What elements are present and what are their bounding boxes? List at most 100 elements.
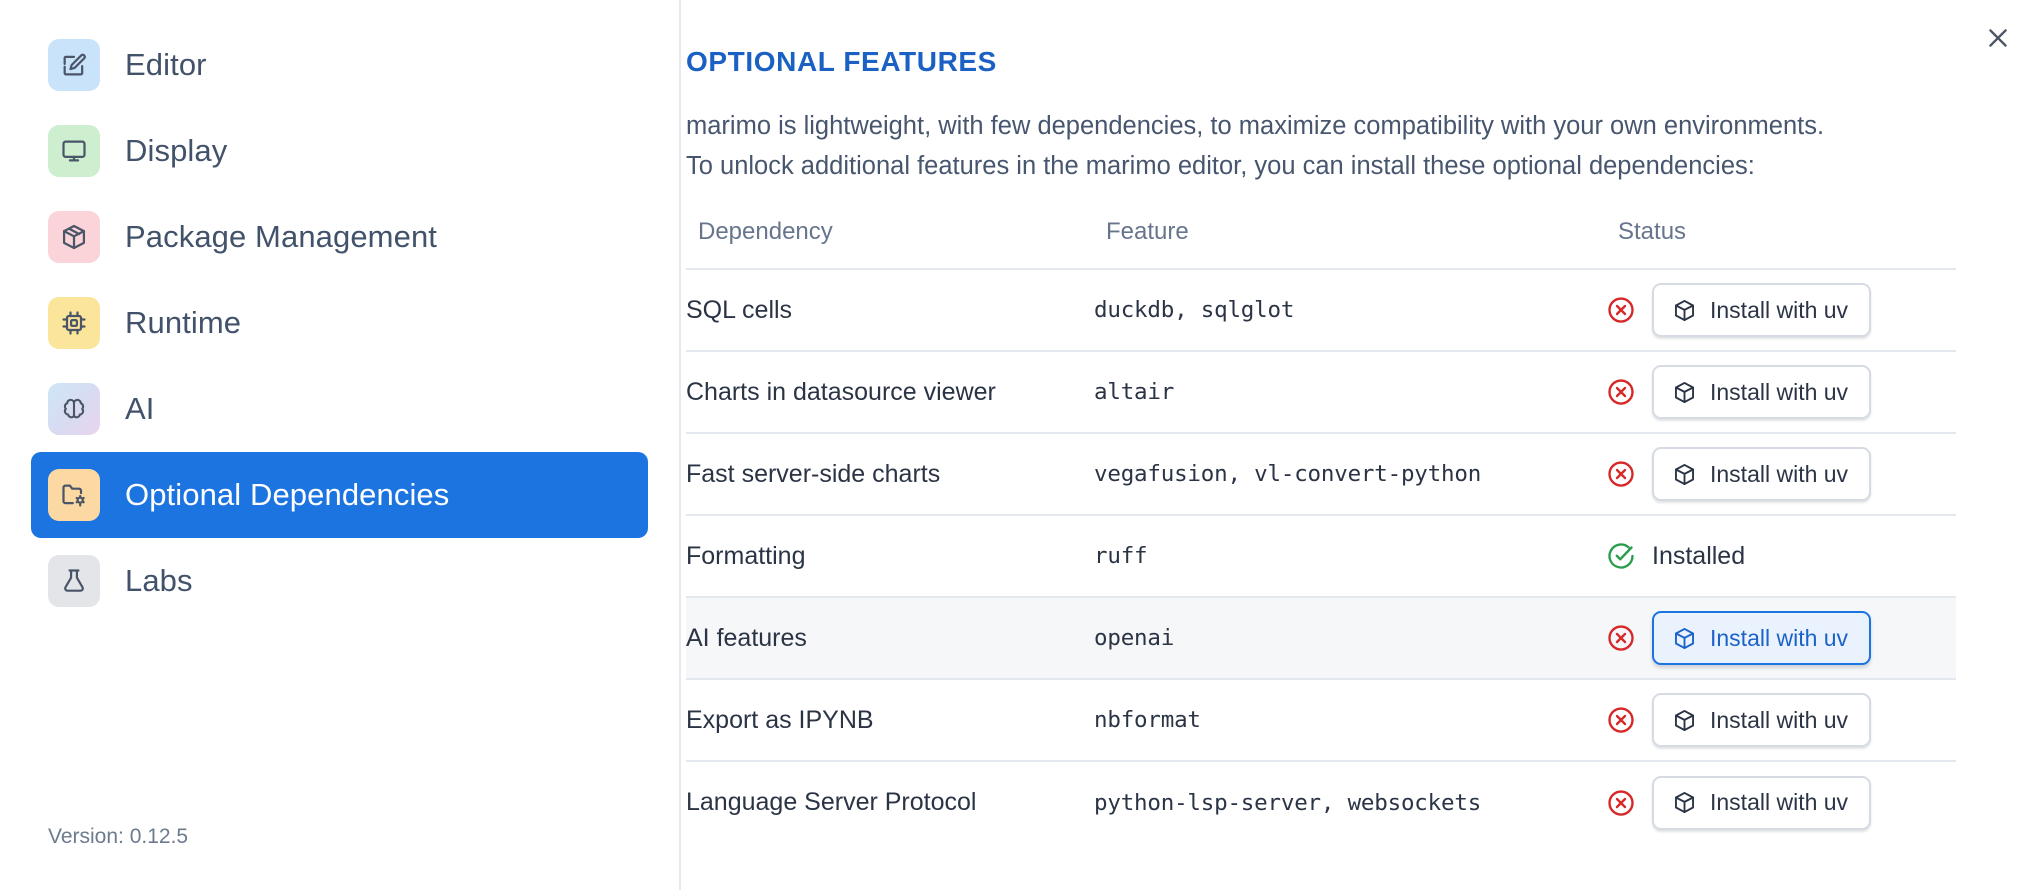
- install-with-uv-button[interactable]: Install with uv: [1652, 693, 1872, 747]
- package-icon: [48, 211, 100, 263]
- cell-status: Install with uv: [1606, 351, 1956, 434]
- settings-nav: Editor Display Package Management Runtime AI…: [0, 22, 679, 624]
- status-group: Install with uv: [1606, 775, 1956, 830]
- sidebar-item-label: Package Management: [125, 219, 437, 254]
- install-with-uv-button[interactable]: Install with uv: [1652, 611, 1872, 665]
- column-header-status: Status: [1606, 218, 1956, 270]
- page-description: marimo is lightweight, with few dependen…: [686, 106, 1976, 186]
- package-box-icon: [1672, 790, 1697, 815]
- sidebar-item-label: Display: [125, 133, 228, 168]
- cell-dependency: AI features: [686, 597, 1094, 680]
- package-box-icon: [1672, 626, 1697, 651]
- close-icon: [1985, 25, 2011, 54]
- table-body: SQL cells duckdb, sqlglot Install with uv C…: [686, 269, 1956, 843]
- cell-status: Install with uv: [1606, 433, 1956, 516]
- install-with-uv-button[interactable]: Install with uv: [1652, 775, 1872, 830]
- pencil-square-icon: [48, 39, 100, 91]
- table-row: Language Server Protocol python-lsp-serve…: [686, 761, 1956, 843]
- package-box-icon: [1672, 462, 1697, 487]
- install-button-label: Install with uv: [1710, 378, 1849, 405]
- table-row: AI features openai Install with uv: [686, 597, 1956, 680]
- status-group: Installed: [1606, 541, 1956, 571]
- table-row: SQL cells duckdb, sqlglot Install with uv: [686, 269, 1956, 352]
- cell-status: Install with uv: [1606, 597, 1956, 680]
- flask-icon: [48, 555, 100, 607]
- status-group: Install with uv: [1606, 447, 1956, 501]
- install-with-uv-button[interactable]: Install with uv: [1652, 365, 1872, 419]
- install-button-label: Install with uv: [1710, 624, 1849, 651]
- status-group: Install with uv: [1606, 693, 1956, 747]
- table-row: Fast server-side charts vegafusion, vl-co…: [686, 433, 1956, 516]
- cell-dependency: Export as IPYNB: [686, 679, 1094, 762]
- cell-status: Install with uv: [1606, 761, 1956, 843]
- install-button-label: Install with uv: [1710, 706, 1849, 733]
- cell-feature: duckdb, sqlglot: [1094, 269, 1606, 352]
- status-group: Install with uv: [1606, 283, 1956, 337]
- table-row: Charts in datasource viewer altair Install…: [686, 351, 1956, 434]
- sidebar-item-optional-dependencies[interactable]: Optional Dependencies: [31, 452, 648, 538]
- table-head: Dependency Feature Status: [686, 218, 1956, 270]
- cell-feature: nbformat: [1094, 679, 1606, 762]
- circle-check-icon: [1606, 541, 1636, 571]
- cell-feature: vegafusion, vl-convert-python: [1094, 433, 1606, 516]
- install-button-label: Install with uv: [1710, 296, 1849, 323]
- circle-x-icon: [1606, 459, 1636, 489]
- install-with-uv-button[interactable]: Install with uv: [1652, 447, 1872, 501]
- sidebar-item-label: Optional Dependencies: [125, 477, 450, 512]
- installed-label: Installed: [1652, 541, 1746, 570]
- circle-x-icon: [1606, 377, 1636, 407]
- package-box-icon: [1672, 298, 1697, 323]
- sidebar-item-display[interactable]: Display: [31, 108, 648, 194]
- cell-dependency: Language Server Protocol: [686, 788, 977, 816]
- sidebar-item-editor[interactable]: Editor: [31, 22, 648, 108]
- cell-feature: altair: [1094, 351, 1606, 434]
- circle-x-icon: [1606, 705, 1636, 735]
- sidebar-item-label: Labs: [125, 563, 193, 598]
- sidebar-item-package-management[interactable]: Package Management: [31, 194, 648, 280]
- sidebar-item-ai[interactable]: AI: [31, 366, 648, 452]
- cell-dependency: Formatting: [686, 515, 1094, 598]
- brain-icon: [48, 383, 100, 435]
- cell-feature: openai: [1094, 597, 1606, 680]
- cell-status: Install with uv: [1606, 269, 1956, 352]
- column-header-feature: Feature: [1094, 218, 1606, 270]
- version-label: Version: 0.12.5: [48, 825, 189, 848]
- status-group: Install with uv: [1606, 365, 1956, 419]
- cell-dependency: Charts in datasource viewer: [686, 351, 1094, 434]
- cell-dependency: Fast server-side charts: [686, 433, 1094, 516]
- package-box-icon: [1672, 708, 1697, 733]
- install-button-label: Install with uv: [1710, 460, 1849, 487]
- circle-x-icon: [1606, 623, 1636, 653]
- install-with-uv-button[interactable]: Install with uv: [1652, 283, 1872, 337]
- cell-feature: ruff: [1094, 515, 1606, 598]
- cell-status: Installed: [1606, 515, 1956, 598]
- close-button[interactable]: [1975, 16, 2021, 62]
- folder-cog-icon: [48, 469, 100, 521]
- sidebar-item-runtime[interactable]: Runtime: [31, 280, 648, 366]
- description-line-1: marimo is lightweight, with few dependen…: [686, 112, 1825, 140]
- table-row: Export as IPYNB nbformat Install with uv: [686, 679, 1956, 762]
- column-header-dependency: Dependency: [686, 218, 1094, 270]
- cell-status: Install with uv: [1606, 679, 1956, 762]
- description-line-2: To unlock additional features in the mar…: [686, 152, 1755, 180]
- circle-x-icon: [1606, 295, 1636, 325]
- sidebar-item-label: AI: [125, 391, 155, 426]
- sidebar-item-labs[interactable]: Labs: [31, 538, 648, 624]
- table-row: Formatting ruff Installed: [686, 515, 1956, 598]
- page-title: OPTIONAL FEATURES: [686, 46, 997, 77]
- status-group: Install with uv: [1606, 611, 1956, 665]
- monitor-icon: [48, 125, 100, 177]
- sidebar-item-label: Runtime: [125, 305, 242, 340]
- install-button-label: Install with uv: [1710, 789, 1849, 815]
- optional-dependencies-table: Dependency Feature Status SQL cells duckd…: [686, 218, 1956, 843]
- sidebar-item-label: Editor: [125, 47, 207, 82]
- settings-sidebar: Editor Display Package Management Runtime AI…: [0, 0, 681, 890]
- circle-x-icon: [1606, 788, 1636, 818]
- cpu-icon: [48, 297, 100, 349]
- settings-main-panel: OPTIONAL FEATURES marimo is lightweight,…: [681, 0, 2042, 890]
- cell-dependency: SQL cells: [686, 269, 1094, 352]
- table-header-row: Dependency Feature Status: [686, 218, 1956, 270]
- cell-feature: python-lsp-server, websockets: [1094, 789, 1482, 816]
- package-box-icon: [1672, 380, 1697, 405]
